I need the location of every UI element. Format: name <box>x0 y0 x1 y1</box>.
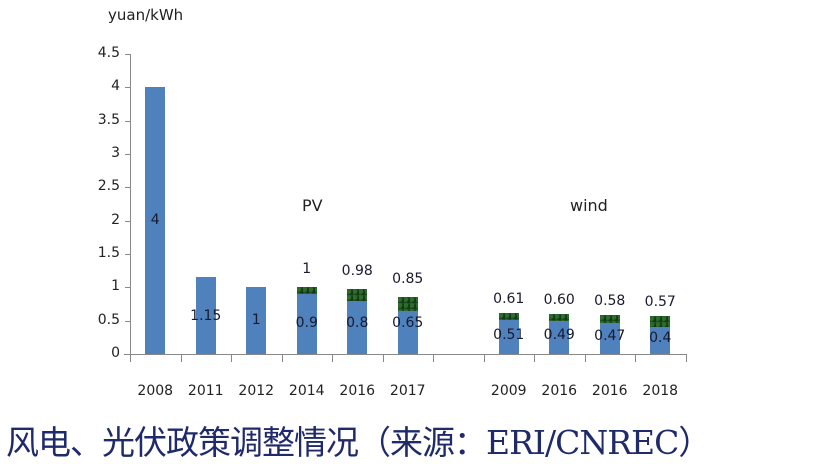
bar-top-segment <box>296 287 317 294</box>
bar-base <box>650 327 671 354</box>
x-tick-label: 2017 <box>389 383 426 399</box>
bar-top-segment <box>549 314 570 322</box>
bar-value-label: 1 <box>251 311 261 328</box>
y-tick-mark <box>125 287 130 288</box>
x-tick-label: 2016 <box>339 383 376 399</box>
group-label-pv: PV <box>302 196 323 215</box>
bar-base <box>397 310 418 354</box>
x-tick-label: 2008 <box>137 383 174 399</box>
y-tick-mark <box>125 121 130 122</box>
bar-top-segment <box>397 297 418 311</box>
y-tick-mark <box>125 54 130 55</box>
y-tick-label: 4 <box>111 78 120 95</box>
y-tick-label: 0 <box>111 345 120 361</box>
bar-top-value-label: 1 <box>302 261 312 278</box>
y-tick-label: 2.5 <box>97 178 120 195</box>
bar-top-value-label: 0.61 <box>493 291 525 308</box>
x-tick-label: 2009 <box>490 383 527 399</box>
bar-top-segment <box>498 313 519 320</box>
bar-base <box>347 300 368 354</box>
bar-value-label: 0.4 <box>649 330 672 347</box>
y-tick-label: 1.5 <box>97 245 120 261</box>
x-tick-label: 2012 <box>238 383 275 399</box>
x-tick-mark <box>686 354 687 362</box>
y-tick-label: 1 <box>111 278 120 295</box>
bar-top-segment <box>650 316 671 328</box>
bar-top-segment <box>599 315 620 323</box>
y-tick-mark <box>125 154 130 155</box>
group-label-wind: wind <box>570 196 608 215</box>
bar-base <box>498 320 519 354</box>
x-tick-mark <box>181 354 182 362</box>
chart-area: yuan/kWh 0 0.5 1 1.5 2 2.5 3 3.5 4 4.5 4 2008 1.15 2… <box>97 6 687 399</box>
bar-top-value-label: 0.60 <box>543 292 575 308</box>
x-tick-label: 2016 <box>591 383 628 399</box>
bar-value-label: 0.65 <box>392 315 424 331</box>
bar-top-value-label: 0.85 <box>392 271 424 288</box>
bar-value-label: 0.8 <box>346 315 369 331</box>
x-tick-mark <box>130 354 131 362</box>
bar-value-label: 4 <box>150 211 160 228</box>
x-tick-mark <box>282 354 283 362</box>
bar-value-label: 1.15 <box>190 308 222 325</box>
y-tick-mark <box>125 87 130 88</box>
figure-caption: 风电、光伏政策调整情况（来源：ERI/CNREC） <box>6 423 711 462</box>
x-tick-mark <box>534 354 535 362</box>
bar-base <box>599 322 620 354</box>
x-tick-label: 2011 <box>187 383 224 399</box>
x-tick-mark <box>231 354 232 362</box>
x-tick-mark <box>635 354 636 362</box>
y-tick-mark <box>125 221 130 222</box>
y-tick-mark <box>125 187 130 188</box>
bar-base <box>145 87 166 354</box>
x-tick-mark <box>332 354 333 362</box>
x-tick-mark <box>585 354 586 362</box>
bar-top-value-label: 0.98 <box>341 262 373 279</box>
bar-value-label: 0.51 <box>493 327 525 343</box>
y-tick-mark <box>125 321 130 322</box>
y-tick-label: 3 <box>111 145 120 161</box>
bar-top-value-label: 0.58 <box>594 293 626 310</box>
y-tick-label: 3.5 <box>97 111 120 128</box>
y-tick-label: 0.5 <box>97 311 120 328</box>
x-tick-mark <box>433 354 434 362</box>
bar-base <box>246 287 267 354</box>
bar-base <box>296 294 317 354</box>
bar-value-label: 0.47 <box>594 328 626 344</box>
bar-top-segment <box>347 288 368 301</box>
y-tick-mark <box>125 254 130 255</box>
y-tick-label: 2 <box>111 211 120 228</box>
x-tick-label: 2016 <box>541 383 578 399</box>
y-axis-unit-label: yuan/kWh <box>108 6 184 24</box>
bar-value-label: 0.9 <box>295 315 318 331</box>
y-axis-line <box>130 54 131 355</box>
bar-base <box>549 321 570 354</box>
x-tick-mark <box>484 354 485 362</box>
bar-base <box>195 277 216 354</box>
bar-top-value-label: 0.57 <box>644 294 676 310</box>
y-tick-label: 4.5 <box>97 45 120 61</box>
bar-value-label: 0.49 <box>543 327 575 344</box>
x-axis-line <box>124 354 686 355</box>
x-tick-label: 2014 <box>288 383 325 399</box>
x-tick-label: 2018 <box>642 383 679 399</box>
x-tick-mark <box>383 354 384 362</box>
